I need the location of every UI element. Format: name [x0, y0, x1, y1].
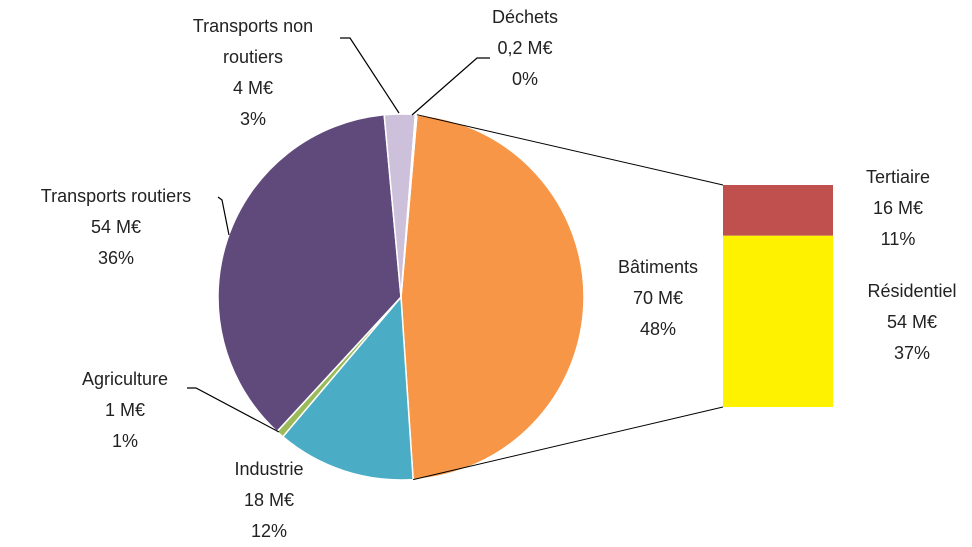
- pie-slice: [400, 113, 585, 481]
- bar-segment: [723, 235, 833, 407]
- label-value: 0%: [511, 69, 539, 89]
- pie-slice: [217, 113, 402, 433]
- label-value: 37%: [893, 343, 931, 363]
- data-label: Transports non routiers 4 M€ 3%: [178, 11, 328, 135]
- label-value: 3%: [239, 109, 266, 129]
- data-label: Transports routiers 54 M€ 36%: [41, 181, 191, 274]
- label-name: Industrie: [234, 459, 304, 479]
- label-value: 48%: [639, 319, 677, 339]
- leader-line: [187, 387, 280, 433]
- label-name: Bâtiments: [617, 257, 699, 277]
- data-label: Bâtiments 70 M€ 48%: [618, 252, 698, 345]
- data-label: Tertiaire 16 M€ 11%: [866, 162, 930, 255]
- label-value: 36%: [97, 248, 135, 268]
- label-value: 54 M€: [886, 312, 938, 332]
- label-value: 11%: [880, 229, 916, 249]
- label-name: Tertiaire: [865, 167, 931, 187]
- leader-line: [411, 57, 490, 116]
- label-value: 12%: [250, 521, 288, 541]
- leader-line: [340, 37, 400, 114]
- data-label: Industrie 18 M€ 12%: [234, 454, 303, 547]
- label-value: 0,2 M€: [497, 38, 553, 58]
- label-value: 70 M€: [632, 288, 684, 308]
- connector: [416, 114, 724, 186]
- bar-segment: [723, 185, 833, 236]
- label-value: 4 M€: [232, 78, 274, 98]
- connector: [413, 406, 724, 481]
- label-name: Résidentiel: [867, 281, 957, 301]
- label-name: Transports non routiers: [192, 16, 314, 67]
- leader-line: [217, 196, 230, 236]
- pie-slice: [400, 113, 418, 298]
- label-name: Transports routiers: [40, 186, 192, 206]
- label-value: 1%: [111, 431, 139, 451]
- label-value: 16 M€: [872, 198, 924, 218]
- label-name: Déchets: [491, 7, 559, 27]
- label-value: 54 M€: [90, 217, 142, 237]
- data-label: Agriculture 1 M€ 1%: [82, 364, 168, 457]
- data-label: Déchets 0,2 M€ 0%: [492, 2, 558, 95]
- pie-slice: [281, 295, 414, 481]
- label-value: 1 M€: [104, 400, 146, 420]
- label-name: Agriculture: [81, 369, 169, 389]
- data-label: Résidentiel 54 M€ 37%: [867, 276, 956, 369]
- label-value: 18 M€: [243, 490, 295, 510]
